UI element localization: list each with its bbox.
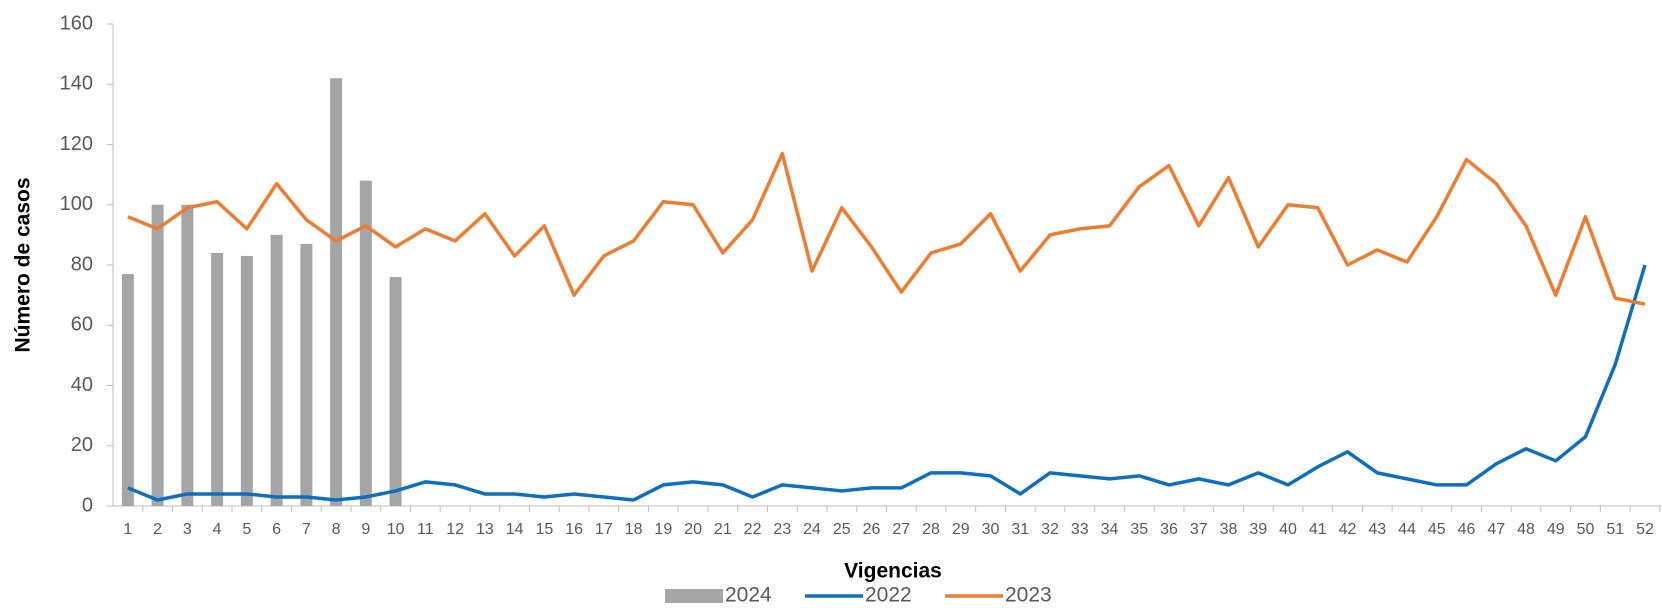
x-tick-label: 28: [922, 521, 940, 538]
x-tick-label: 40: [1279, 521, 1297, 538]
x-tick-label: 11: [417, 521, 434, 538]
bar: [330, 78, 343, 506]
x-tick-label: 35: [1130, 521, 1148, 538]
y-tick-label: 100: [60, 193, 93, 215]
bar: [121, 274, 134, 506]
x-tick-label: 23: [773, 521, 791, 538]
x-tick-label: 41: [1309, 521, 1327, 538]
x-axis-title: Vigencias: [844, 560, 942, 583]
x-tick-label: 4: [213, 521, 222, 538]
x-tick-label: 26: [863, 521, 881, 538]
x-tick-label: 37: [1190, 521, 1208, 538]
x-tick-label: 16: [565, 521, 583, 538]
x-tick-label: 3: [183, 521, 192, 538]
y-tick-label: 120: [60, 133, 93, 155]
x-tick-label: 34: [1101, 521, 1119, 538]
x-tick-label: 29: [952, 521, 970, 538]
y-tick-label: 140: [60, 73, 93, 95]
x-tick-label: 33: [1071, 521, 1089, 538]
legend-label: 2023: [1005, 584, 1052, 607]
x-tick-label: 22: [744, 521, 762, 538]
x-tick-label: 47: [1487, 521, 1505, 538]
x-tick-label: 49: [1547, 521, 1565, 538]
x-tick-label: 31: [1011, 521, 1029, 538]
x-tick-label: 15: [535, 521, 553, 538]
x-tick-label: 30: [982, 521, 1000, 538]
x-tick-label: 18: [625, 521, 643, 538]
x-tick-label: 5: [242, 521, 251, 538]
x-tick-label: 44: [1398, 521, 1416, 538]
x-tick-label: 50: [1577, 521, 1595, 538]
x-tick-label: 27: [892, 521, 910, 538]
x-tick-label: 46: [1458, 521, 1476, 538]
x-tick-label: 13: [476, 521, 494, 538]
bar: [181, 204, 194, 506]
x-tick-label: 45: [1428, 521, 1446, 538]
bar: [270, 234, 283, 506]
x-tick-label: 17: [595, 521, 613, 538]
x-tick-label: 39: [1249, 521, 1267, 538]
x-tick-label: 21: [714, 521, 732, 538]
y-axis-title: Número de casos: [12, 177, 35, 352]
line: [127, 264, 1647, 502]
x-tick-label: 1: [123, 521, 132, 538]
x-tick-label: 2: [153, 521, 162, 538]
bar: [151, 204, 164, 506]
x-tick-label: 25: [833, 521, 851, 538]
bar: [240, 255, 253, 506]
y-tick-label: 20: [71, 434, 93, 456]
x-tick-label: 8: [332, 521, 341, 538]
bar: [359, 180, 372, 506]
bar: [300, 243, 313, 506]
x-tick-label: 6: [272, 521, 281, 538]
y-tick-label: 80: [71, 253, 93, 275]
legend-label: 2024: [725, 584, 772, 607]
y-tick-label: 60: [71, 314, 93, 336]
x-tick-label: 36: [1160, 521, 1178, 538]
x-tick-label: 42: [1339, 521, 1357, 538]
legend-label: 2022: [865, 584, 912, 607]
x-tick-label: 7: [302, 521, 311, 538]
x-tick-label: 52: [1636, 521, 1654, 538]
x-tick-label: 43: [1368, 521, 1386, 538]
y-tick-label: 160: [60, 12, 93, 34]
x-tick-label: 51: [1606, 521, 1624, 538]
bar: [211, 252, 224, 506]
x-tick-label: 20: [684, 521, 702, 538]
line: [127, 151, 1646, 306]
x-tick-label: 19: [654, 521, 672, 538]
x-tick-label: 14: [506, 521, 524, 538]
x-tick-label: 48: [1517, 521, 1535, 538]
x-tick-label: 32: [1041, 521, 1059, 538]
x-tick-label: 38: [1220, 521, 1238, 538]
legend-swatch: [665, 589, 723, 603]
bar: [389, 277, 402, 506]
x-tick-label: 24: [803, 521, 821, 538]
x-tick-label: 10: [387, 521, 405, 538]
y-tick-label: 0: [82, 494, 93, 516]
y-tick-label: 40: [71, 374, 93, 396]
x-tick-label: 12: [446, 521, 464, 538]
x-tick-label: 9: [361, 521, 370, 538]
